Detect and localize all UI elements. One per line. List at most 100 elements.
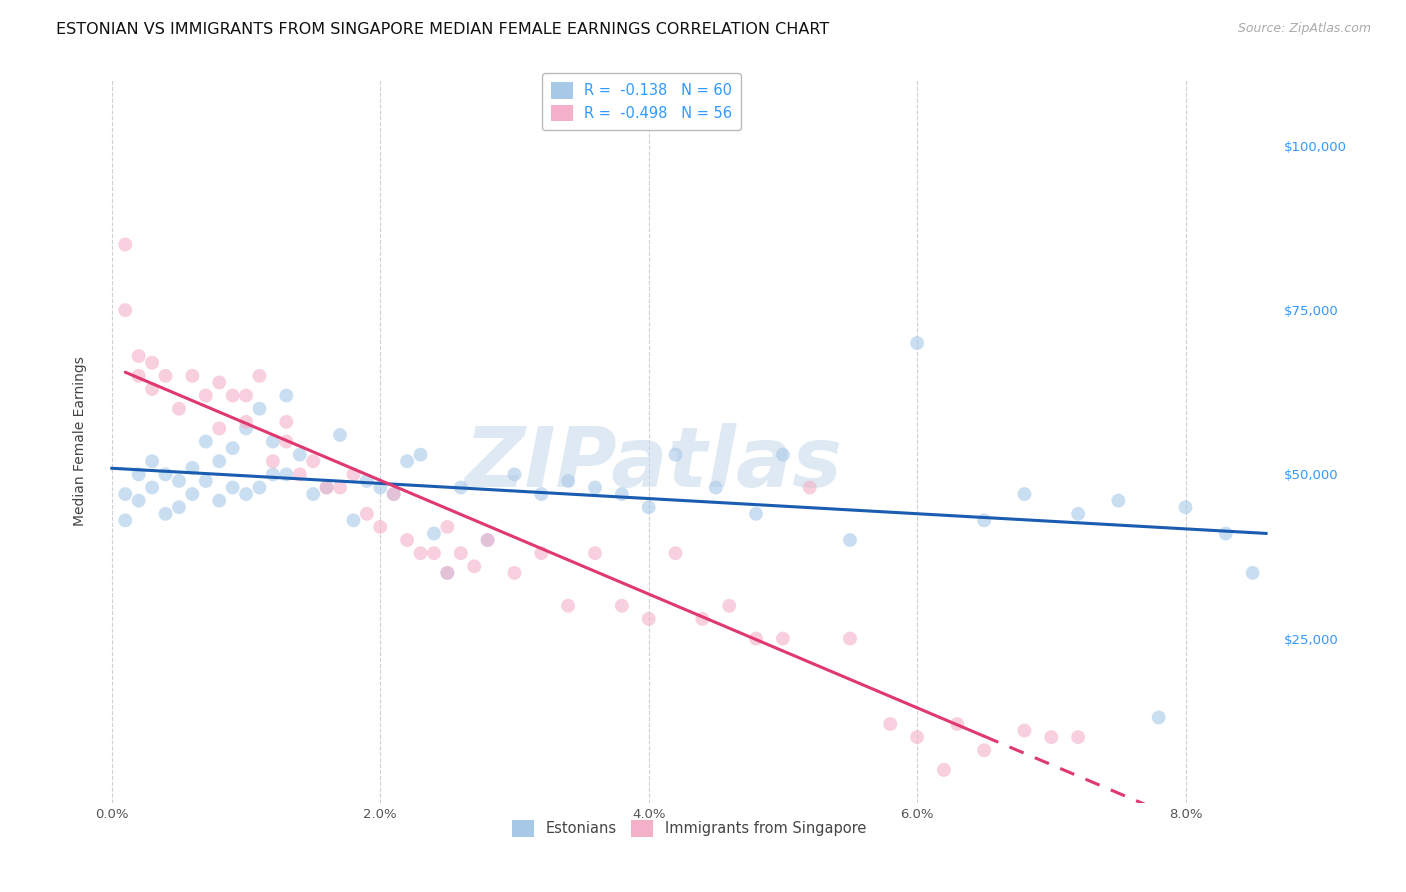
Point [610, 487, 633, 501]
Point [637, 612, 659, 626]
Point [167, 401, 190, 416]
Point [221, 441, 243, 455]
Y-axis label: Median Female Earnings: Median Female Earnings [73, 357, 87, 526]
Point [704, 481, 727, 495]
Point [114, 237, 136, 252]
Point [342, 513, 364, 527]
Point [128, 467, 150, 482]
Point [315, 481, 337, 495]
Point [946, 717, 969, 731]
Point [276, 415, 298, 429]
Text: ESTONIAN VS IMMIGRANTS FROM SINGAPORE MEDIAN FEMALE EARNINGS CORRELATION CHART: ESTONIAN VS IMMIGRANTS FROM SINGAPORE ME… [56, 22, 830, 37]
Point [409, 546, 432, 560]
Point [315, 481, 337, 495]
Point [368, 481, 391, 495]
Point [181, 460, 204, 475]
Point [276, 388, 298, 402]
Point [557, 474, 579, 488]
Point [637, 500, 659, 515]
Point [221, 388, 243, 402]
Point [167, 500, 190, 515]
Point [879, 717, 901, 731]
Point [530, 546, 553, 560]
Point [262, 467, 284, 482]
Point [128, 493, 150, 508]
Point [583, 481, 606, 495]
Point [610, 599, 633, 613]
Point [692, 612, 714, 626]
Point [409, 448, 432, 462]
Point [450, 546, 472, 560]
Point [1067, 507, 1090, 521]
Point [141, 481, 163, 495]
Point [664, 448, 686, 462]
Point [235, 487, 257, 501]
Point [288, 467, 311, 482]
Point [114, 513, 136, 527]
Point [181, 487, 204, 501]
Point [329, 428, 352, 442]
Point [1067, 730, 1090, 744]
Point [276, 434, 298, 449]
Point [155, 507, 177, 521]
Point [772, 448, 794, 462]
Point [167, 474, 190, 488]
Point [905, 336, 928, 351]
Point [745, 632, 768, 646]
Point [155, 467, 177, 482]
Point [839, 533, 862, 547]
Point [436, 566, 458, 580]
Point [288, 448, 311, 462]
Point [208, 376, 231, 390]
Point [262, 454, 284, 468]
Point [155, 368, 177, 383]
Legend: Estonians, Immigrants from Singapore: Estonians, Immigrants from Singapore [506, 814, 872, 842]
Point [530, 487, 553, 501]
Point [194, 388, 217, 402]
Text: ZIPatlas: ZIPatlas [464, 423, 842, 504]
Point [423, 526, 446, 541]
Point [114, 487, 136, 501]
Point [262, 434, 284, 449]
Point [382, 487, 405, 501]
Point [128, 349, 150, 363]
Point [356, 474, 378, 488]
Point [436, 566, 458, 580]
Point [329, 481, 352, 495]
Point [396, 533, 419, 547]
Point [181, 368, 204, 383]
Point [249, 481, 271, 495]
Point [477, 533, 499, 547]
Point [772, 632, 794, 646]
Point [194, 474, 217, 488]
Point [396, 454, 419, 468]
Point [141, 382, 163, 396]
Point [799, 481, 821, 495]
Point [973, 743, 995, 757]
Point [905, 730, 928, 744]
Point [221, 481, 243, 495]
Point [128, 368, 150, 383]
Point [249, 368, 271, 383]
Point [249, 401, 271, 416]
Point [477, 533, 499, 547]
Point [1241, 566, 1264, 580]
Point [235, 415, 257, 429]
Point [1215, 526, 1237, 541]
Point [208, 421, 231, 435]
Point [932, 763, 955, 777]
Point [503, 467, 526, 482]
Point [503, 566, 526, 580]
Point [1014, 487, 1036, 501]
Point [1040, 730, 1063, 744]
Point [839, 632, 862, 646]
Point [436, 520, 458, 534]
Point [276, 467, 298, 482]
Point [557, 599, 579, 613]
Point [342, 467, 364, 482]
Point [356, 507, 378, 521]
Point [745, 507, 768, 521]
Point [368, 520, 391, 534]
Point [1014, 723, 1036, 738]
Point [141, 454, 163, 468]
